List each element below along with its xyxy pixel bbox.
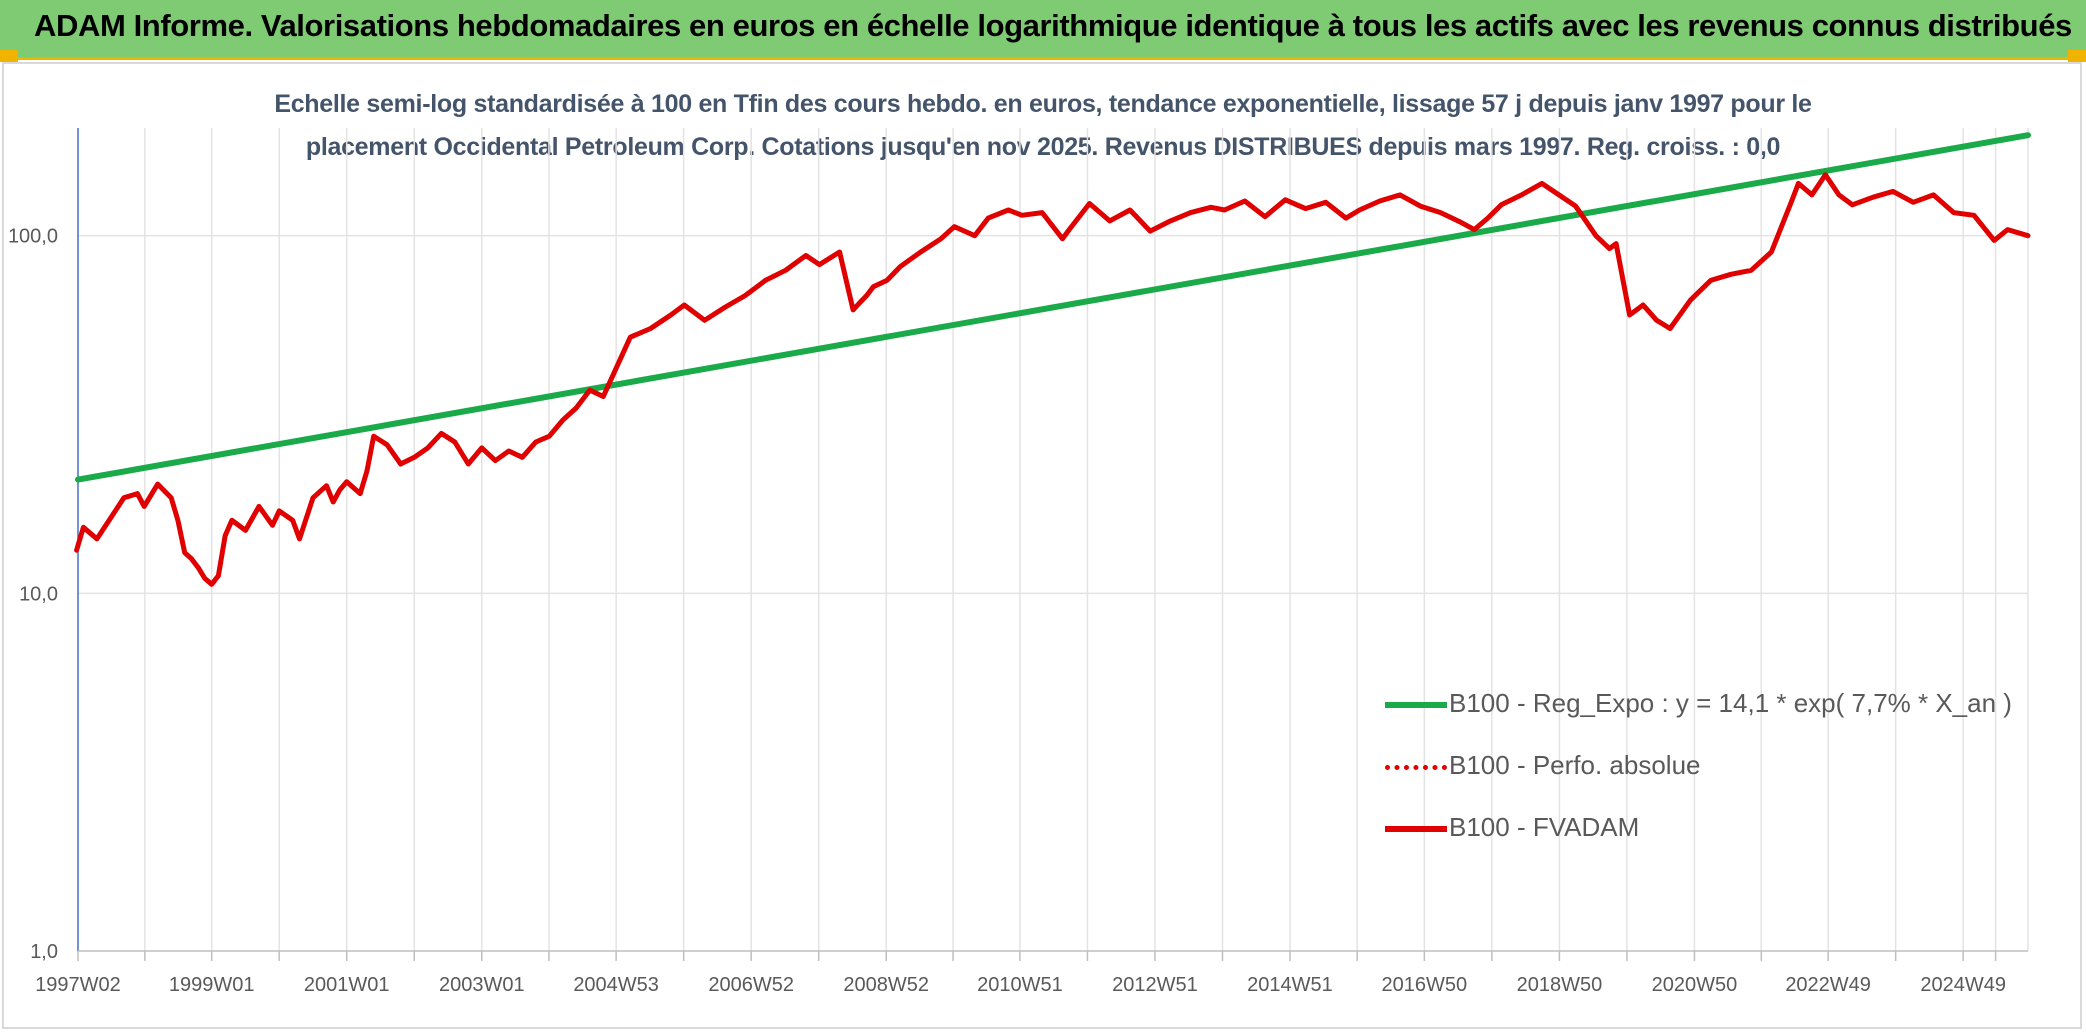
x-tick-label: 1997W02 [35,974,121,996]
series-regression-line [75,132,2031,483]
corner-mark-right [2068,50,2086,62]
series-fvadam-line [74,172,2031,587]
legend-item-fvadam: B100 - FVADAM [1385,812,2005,848]
x-tick-label: 2010W51 [977,974,1063,996]
chart-subtitle-line-2: placement Occidental Petroleum Corp. Cot… [305,133,1781,161]
legend-item-perfo-absolue: B100 - Perfo. absolue [1385,750,2005,786]
x-tick-label: 2006W52 [708,974,794,996]
x-tick-label: 2018W50 [1517,974,1603,996]
y-tick-label: 1,0 [30,941,58,963]
y-tick-label: 100,0 [8,226,58,248]
chart-frame [2,62,2082,1029]
legend-swatch-perfo-absolue [1385,765,1447,770]
report-title: ADAM Informe. Valorisations hebdomadaire… [34,8,2072,43]
x-tick-label: 2012W51 [1112,974,1198,996]
x-tick-label: 2022W49 [1785,974,1871,996]
legend-label-regression: B100 - Reg_Expo : y = 14,1 * exp( 7,7% *… [1449,688,2012,718]
x-tick-label: 2008W52 [843,974,929,996]
report-banner: ADAM Informe. Valorisations hebdomadaire… [0,0,2086,60]
chart-subtitle-line-1: Echelle semi-log standardisée à 100 en T… [274,90,1812,118]
legend-item-regression: B100 - Reg_Expo : y = 14,1 * exp( 7,7% *… [1385,688,2012,724]
x-tick-label: 2016W50 [1382,974,1468,996]
x-tick-label: 2024W49 [1920,974,2006,996]
x-tick-label: 2014W51 [1247,974,1333,996]
x-tick-label: 2004W53 [573,974,659,996]
legend-swatch-regression [1385,702,1447,708]
corner-mark-left [0,50,18,62]
x-tick-label: 2001W01 [304,974,390,996]
legend-label-perfo-absolue: B100 - Perfo. absolue [1449,750,1701,780]
legend-label-fvadam: B100 - FVADAM [1449,812,1640,842]
y-tick-label: 10,0 [19,583,58,605]
x-tick-label: 1999W01 [169,974,255,996]
x-tick-label: 2020W50 [1652,974,1738,996]
legend-swatch-fvadam [1385,826,1447,832]
x-tick-label: 2003W01 [439,974,525,996]
